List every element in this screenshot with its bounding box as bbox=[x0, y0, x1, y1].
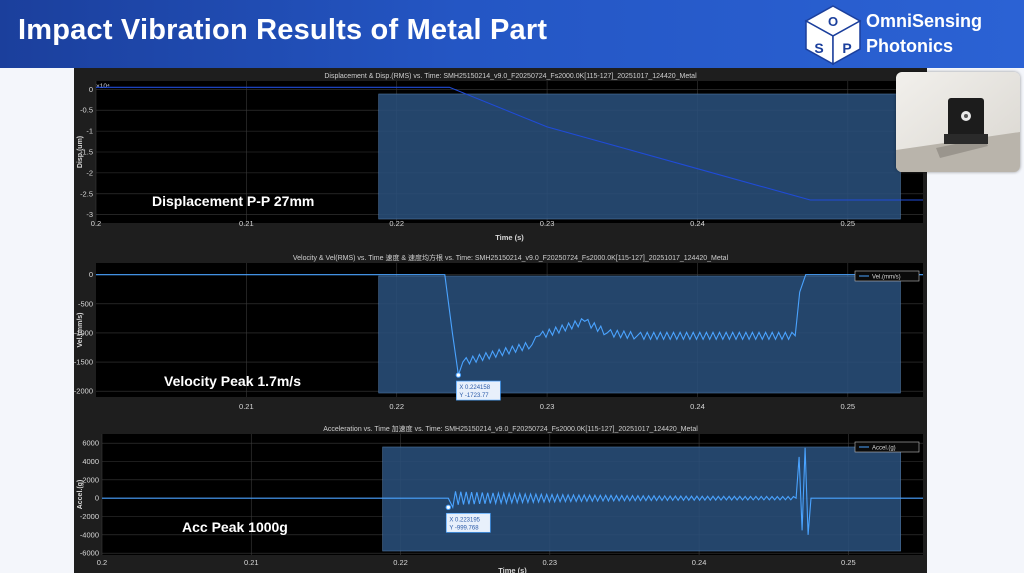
logo-cube: O S P bbox=[804, 5, 862, 66]
chart-title: Acceleration vs. Time 加速度 vs. Time: SMH2… bbox=[323, 424, 698, 433]
x-tick-label: 0.23 bbox=[540, 402, 555, 411]
chart-title: Velocity & Vel(RMS) vs. Time 速度 & 速度均方根 … bbox=[293, 253, 729, 262]
datatip-x: X 0.224158 bbox=[459, 385, 490, 391]
y-tick-label: 4000 bbox=[82, 457, 99, 466]
selected-time-region bbox=[378, 93, 901, 220]
x-tick-label: 0.24 bbox=[690, 219, 705, 228]
y-axis-label: Disp.(um) bbox=[77, 136, 84, 168]
sensor-photo-image bbox=[896, 72, 1020, 172]
brand-name-line2: Photonics bbox=[866, 36, 954, 56]
chart-annotation: Velocity Peak 1.7m/s bbox=[164, 373, 301, 389]
data-series-line bbox=[96, 274, 923, 376]
x-tick-label: 0.25 bbox=[841, 558, 856, 567]
y-axis-label: Vel.(mm/s) bbox=[77, 312, 84, 347]
legend-box bbox=[854, 270, 920, 282]
x-tick-label: 0.22 bbox=[393, 558, 408, 567]
data-series-line bbox=[96, 86, 923, 201]
datatip-marker bbox=[455, 372, 462, 378]
chart-title: Displacement & Disp.(RMS) vs. Time: SMH2… bbox=[324, 73, 697, 80]
y-tick-label: -4000 bbox=[80, 530, 99, 539]
company-logo: O S P bbox=[804, 5, 862, 66]
y-tick-label: -1.5 bbox=[80, 148, 93, 157]
datatip-box bbox=[456, 380, 501, 401]
datatip-y: Y -1723.77 bbox=[459, 393, 489, 399]
x-tick-label: 0.25 bbox=[841, 219, 856, 228]
x-tick-label: 0.24 bbox=[692, 558, 707, 567]
chart-annotation: Displacement P-P 27mm bbox=[152, 193, 314, 209]
velocity-chart: 0.21 0.22 0.23 0.24 0.25 0 -500 -1000 -1500 -2000… bbox=[74, 249, 927, 420]
y-tick-label: -6000 bbox=[80, 549, 99, 558]
slide-left-margin bbox=[0, 68, 74, 573]
datatip-marker bbox=[445, 504, 452, 511]
y-axis-label: Accel.(g) bbox=[77, 480, 84, 510]
logo-letter-top: O bbox=[828, 14, 838, 29]
x-axis-label: Time (s) bbox=[495, 233, 524, 242]
y-tick-label: -2.5 bbox=[80, 189, 93, 198]
legend-box bbox=[854, 441, 920, 453]
datatip-box bbox=[445, 512, 491, 533]
x-tick-label: 0.23 bbox=[543, 558, 558, 567]
x-axis-label: Time (s) bbox=[498, 566, 527, 573]
x-tick-label: 0.22 bbox=[389, 402, 404, 411]
x-tick-label: 0.2 bbox=[91, 219, 101, 228]
y-tick-label: -1 bbox=[86, 127, 93, 136]
logo-letter-right: P bbox=[842, 40, 851, 56]
y-tick-label: -1000 bbox=[74, 328, 93, 337]
metal-part-photo bbox=[896, 72, 1020, 172]
legend-entry: Accel.(g) bbox=[872, 446, 896, 452]
y-tick-label: -2 bbox=[86, 168, 93, 177]
datatip-y: Y -999.768 bbox=[449, 525, 479, 531]
y-tick-label: -0.5 bbox=[80, 106, 93, 115]
slide-title: Impact Vibration Results of Metal Part bbox=[18, 14, 548, 46]
y-tick-label: 0 bbox=[95, 494, 99, 503]
x-tick-label: 0.21 bbox=[239, 219, 254, 228]
x-tick-label: 0.22 bbox=[389, 219, 404, 228]
data-series-line bbox=[102, 447, 923, 535]
legend-entry: Vel.(mm/s) bbox=[872, 275, 901, 281]
brand-name-line1: OmniSensing bbox=[866, 11, 983, 31]
selected-time-region bbox=[378, 275, 901, 394]
y-exponent-label: ×10⁴ bbox=[96, 83, 110, 90]
x-tick-label: 0.24 bbox=[690, 402, 705, 411]
y-tick-label: 6000 bbox=[82, 439, 99, 448]
acceleration-chart: 0.2 0.21 0.22 0.23 0.24 0.25 6000 4000 2000 0 -200… bbox=[74, 420, 927, 573]
chart-annotation: Acc Peak 1000g bbox=[182, 519, 288, 535]
logo-letter-left: S bbox=[814, 40, 823, 56]
y-tick-label: 2000 bbox=[82, 475, 99, 484]
datatip-x: X 0.223195 bbox=[449, 517, 480, 523]
y-tick-label: -2000 bbox=[80, 512, 99, 521]
x-tick-label: 0.2 bbox=[97, 558, 107, 567]
x-tick-label: 0.25 bbox=[841, 402, 856, 411]
y-tick-label: -1500 bbox=[74, 358, 93, 367]
y-tick-label: 0 bbox=[89, 85, 93, 94]
y-tick-label: -2000 bbox=[74, 387, 93, 396]
x-tick-label: 0.23 bbox=[540, 219, 555, 228]
y-tick-label: -500 bbox=[78, 299, 93, 308]
x-tick-label: 0.21 bbox=[239, 402, 254, 411]
displacement-chart: 0.2 0.21 0.22 0.23 0.24 0.25 0 -0.5 -1 -1.5 -2 -2.5… bbox=[74, 68, 927, 249]
x-tick-label: 0.21 bbox=[244, 558, 259, 567]
y-tick-label: -3 bbox=[86, 210, 93, 219]
y-tick-label: 0 bbox=[89, 270, 93, 279]
